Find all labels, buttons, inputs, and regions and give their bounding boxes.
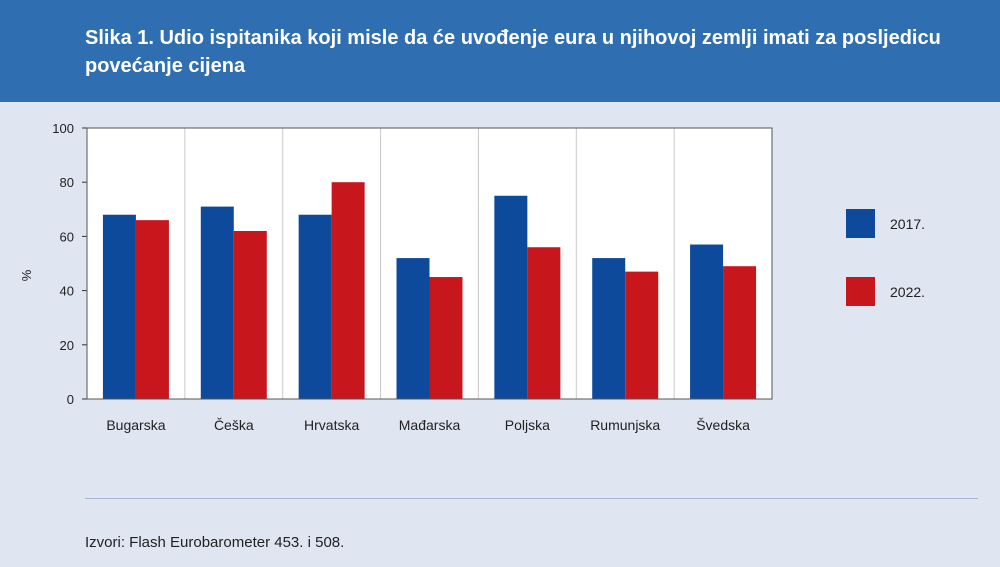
bar-2017-6 [690, 244, 724, 399]
y-tick-label: 100 [52, 121, 74, 136]
plot-frame [86, 127, 773, 400]
x-tick-label: Rumunjska [590, 417, 660, 433]
bar-2022-0 [135, 220, 169, 399]
divider [85, 498, 978, 499]
bar-2022-1 [233, 230, 267, 399]
axes: 0 20 40 60 80 100% Bugarska Češka Hrvatska Mađars… [19, 121, 773, 433]
header-banner: Slika 1. Udio ispitanika koji misle da ć… [0, 0, 1000, 102]
chart-title: Slika 1. Udio ispitanika koji misle da ć… [85, 27, 941, 77]
bar-2017-3 [396, 258, 430, 399]
x-tick-label: Češka [214, 417, 254, 433]
y-axis-label: % [19, 269, 34, 281]
bar-2017-0 [102, 214, 136, 399]
y-tick-label: 40 [60, 284, 74, 299]
legend: 2017. 2022. [846, 209, 925, 306]
y-tick-label: 60 [60, 229, 74, 244]
bar-2022-6 [723, 266, 757, 399]
y-tick-label: 80 [60, 175, 74, 190]
bar-2022-4 [527, 247, 561, 399]
legend-swatch [846, 277, 875, 306]
bar-2022-3 [429, 277, 463, 399]
bar-2022-2 [331, 182, 365, 399]
bar-2017-5 [592, 258, 626, 399]
x-tick-label: Hrvatska [304, 417, 359, 433]
bar-2017-1 [200, 206, 234, 399]
x-tick-label: Bugarska [106, 417, 165, 433]
bars [102, 182, 757, 399]
source-note: Izvori: Flash Eurobarometer 453. i 508. [85, 534, 345, 551]
y-tick-label: 20 [60, 338, 74, 353]
x-tick-label: Poljska [505, 417, 550, 433]
y-tick-label: 0 [67, 392, 74, 407]
bar-2022-5 [625, 271, 659, 399]
bar-2017-4 [494, 195, 528, 399]
x-tick-label: Švedska [696, 417, 750, 433]
legend-label: 2017. [890, 216, 925, 232]
bar-2017-2 [298, 214, 332, 399]
legend-swatch [846, 209, 875, 238]
x-tick-label: Mađarska [399, 417, 461, 433]
legend-label: 2022. [890, 284, 925, 300]
